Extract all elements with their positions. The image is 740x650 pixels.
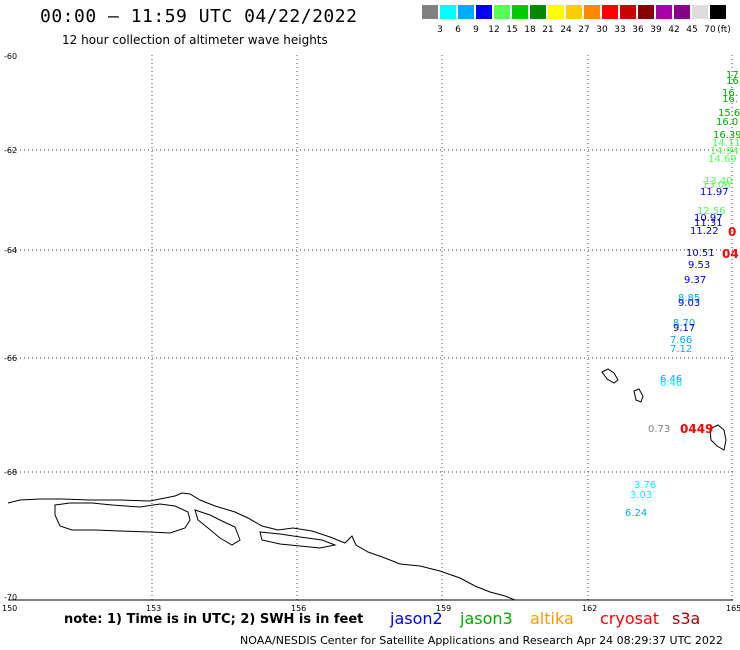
lon-label: 159 (436, 604, 452, 613)
scale-swatch (530, 5, 546, 19)
wave-height-value: 3.76 (634, 480, 657, 491)
scale-label: 9 (473, 25, 479, 35)
scale-swatch (548, 5, 564, 19)
legend-jason3: jason3 (460, 609, 513, 628)
scale-label: 24 (560, 25, 572, 35)
scale-label: 39 (650, 25, 662, 35)
wave-height-value: 14.94 (710, 146, 739, 157)
wave-height-value: 17 (726, 70, 739, 81)
wave-height-value: 10.97 (694, 213, 723, 224)
lon-label: 156 (291, 604, 307, 613)
lon-label: 150 (2, 604, 18, 613)
scale-label: 6 (455, 25, 461, 35)
legend-jason2: jason2 (390, 609, 443, 628)
scale-swatch (692, 5, 708, 19)
scale-swatch (566, 5, 582, 19)
scale-label: 12 (488, 25, 500, 35)
scale-swatch (674, 5, 690, 19)
wave-height-value: 0.73 (648, 424, 671, 435)
scale-label: 36 (632, 25, 644, 35)
scale-label: 18 (524, 25, 536, 35)
wave-height-value: 16. (722, 94, 738, 105)
scale-swatch (620, 5, 636, 19)
wave-height-value: 13.06 (702, 180, 731, 191)
legend-altika: altika (530, 609, 574, 628)
scale-label: 42 (668, 25, 680, 35)
lon-label: 165 (726, 604, 740, 613)
wave-height-value: 11.22 (690, 226, 719, 237)
wave-height-value: 0 (728, 225, 737, 239)
lat-label: -68 (4, 468, 18, 477)
wave-height-value: 7.12 (670, 344, 693, 355)
wave-height-value: 6.46 (660, 374, 683, 385)
scale-swatch (512, 5, 528, 19)
legend-s3a: s3a (672, 609, 701, 628)
scale-label: 15 (506, 25, 518, 35)
scale-swatch (602, 5, 618, 19)
wave-height-value: 04 (722, 247, 739, 261)
graticule (8, 55, 733, 600)
lat-label: -70 (4, 593, 18, 602)
wave-height-value: 8.70 (673, 318, 696, 329)
scale-label: 45 (686, 25, 698, 35)
coastline (7, 368, 727, 601)
lon-label: 162 (582, 604, 598, 613)
scale-swatch (710, 5, 726, 19)
wave-height-value: 6.46 (660, 378, 683, 389)
wave-height-value: 11.97 (700, 187, 729, 198)
wave-height-value: 14.69 (708, 154, 737, 165)
wave-height-value: 16.0 (716, 117, 739, 128)
scale-swatch (440, 5, 456, 19)
wave-height-value: 12.56 (697, 206, 726, 217)
wave-height-value: 11.31 (694, 218, 723, 229)
lat-label: -62 (4, 146, 18, 155)
map-title: 00:00 – 11:59 UTC 04/22/2022 (40, 6, 358, 27)
wave-height-value: 10.51 (686, 248, 715, 259)
wave-height-value: 16.39 (713, 130, 740, 141)
scale-label: 21 (542, 25, 554, 35)
scale-swatch (656, 5, 672, 19)
wave-height-value: 9.53 (688, 260, 711, 271)
wave-height-value: 16. (722, 88, 738, 99)
scale-label: 70 (704, 25, 716, 35)
lat-label: -64 (4, 246, 18, 255)
scale-swatch (638, 5, 654, 19)
wave-height-value: 3.03 (630, 490, 653, 501)
wave-height-value: 16. (726, 76, 740, 87)
wave-height-value: 9.17 (673, 323, 696, 334)
scale-label: 30 (596, 25, 608, 35)
wave-height-value: 8.85 (678, 293, 701, 304)
units-note: note: 1) Time is in UTC; 2) SWH is in fe… (64, 612, 364, 627)
scale-label: 33 (614, 25, 626, 35)
wave-height-value: 9.37 (684, 275, 707, 286)
wave-height-value: 15.6 (718, 108, 740, 119)
wave-height-value: 13.40 (704, 176, 733, 187)
scale-swatch (494, 5, 510, 19)
scale-swatch (584, 5, 600, 19)
scale-label: 3 (437, 25, 443, 35)
lat-label: -66 (4, 354, 18, 363)
lat-label: -60 (4, 52, 18, 61)
credit-line: NOAA/NESDIS Center for Satellite Applica… (240, 634, 723, 647)
scale-label: 27 (578, 25, 590, 35)
wave-height-value: 9.03 (678, 298, 701, 309)
wave-height-value: 7.66 (670, 335, 693, 346)
scale-swatch (458, 5, 474, 19)
wave-height-value: 14.11 (712, 138, 740, 149)
scale-unit: (ft) (717, 25, 731, 35)
scale-swatch (422, 5, 438, 19)
legend-cryosat: cryosat (600, 609, 660, 628)
map-subtitle: 12 hour collection of altimeter wave hei… (62, 33, 328, 47)
wave-height-value: 0449 (680, 422, 714, 436)
lon-label: 153 (146, 604, 162, 613)
wave-height-value: 6.24 (625, 508, 648, 519)
scale-swatch (476, 5, 492, 19)
